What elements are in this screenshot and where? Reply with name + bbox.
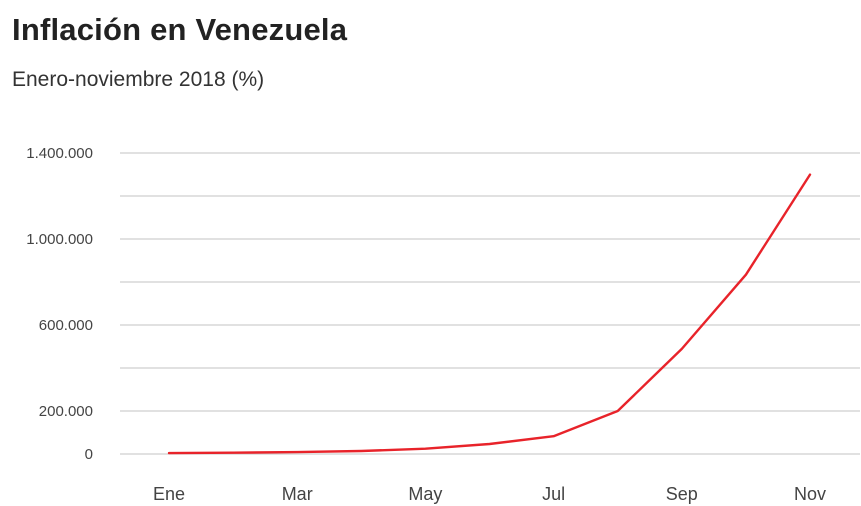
series-line — [167, 173, 812, 455]
y-axis-ticks: 1.400.000 1.000.000 600.000 200.000 0 — [26, 145, 93, 463]
series-lines — [167, 173, 812, 455]
y-tick-label: 1.400.000 — [26, 145, 93, 162]
x-tick-label: Sep — [666, 484, 698, 504]
x-tick-label: Jul — [542, 484, 565, 504]
x-tick-label: Nov — [794, 484, 826, 504]
x-tick-label: May — [408, 484, 442, 504]
y-tick-label: 1.000.000 — [26, 231, 93, 248]
chart-subtitle: Enero-noviembre 2018 (%) — [12, 68, 265, 91]
x-axis-ticks: Ene Mar May Jul Sep Nov — [153, 484, 826, 504]
x-tick-label: Ene — [153, 484, 185, 504]
chart-title: Inflación en Venezuela — [12, 12, 348, 47]
gridlines — [120, 152, 860, 455]
y-tick-label: 600.000 — [39, 317, 93, 334]
y-tick-label: 200.000 — [39, 403, 93, 420]
y-tick-label: 0 — [85, 446, 93, 463]
x-tick-label: Mar — [282, 484, 313, 504]
